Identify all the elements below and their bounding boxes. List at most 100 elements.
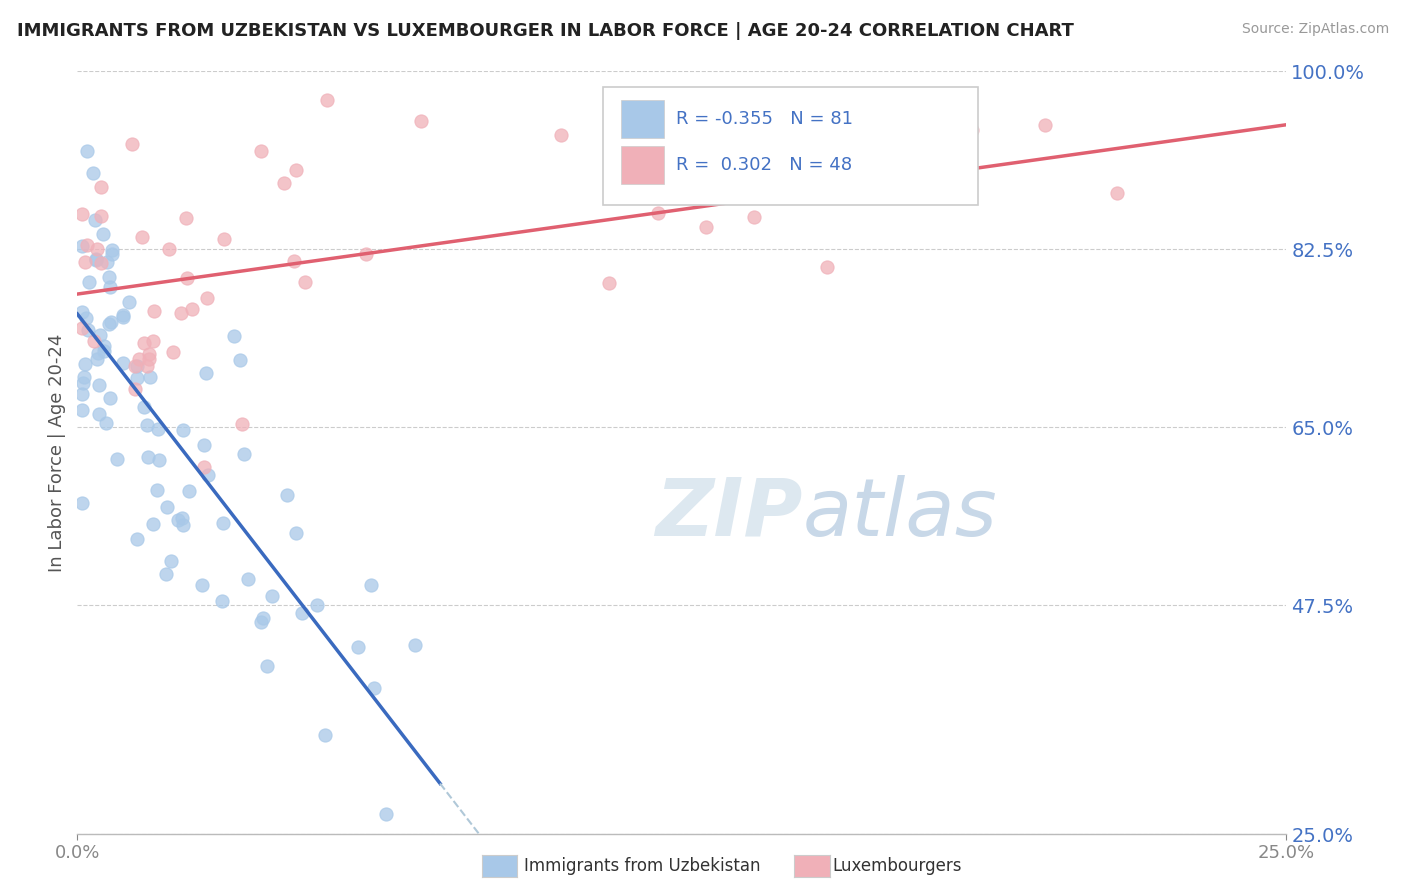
Y-axis label: In Labor Force | Age 20-24: In Labor Force | Age 20-24 — [48, 334, 66, 572]
Point — [84, 212, 107, 227]
Point — [172, 423, 194, 437]
Point — [138, 347, 160, 361]
Point — [146, 483, 169, 498]
Point — [101, 243, 124, 257]
Point — [294, 276, 316, 290]
Point — [212, 516, 235, 530]
Point — [291, 606, 314, 620]
Point — [93, 339, 115, 353]
Point — [121, 136, 143, 151]
Point — [134, 336, 156, 351]
Point — [146, 422, 169, 436]
Point — [73, 369, 96, 384]
Point — [314, 728, 336, 742]
Text: Source: ZipAtlas.com: Source: ZipAtlas.com — [1241, 22, 1389, 37]
Point — [112, 310, 135, 325]
Point — [70, 402, 93, 417]
Point — [229, 353, 252, 368]
Point — [94, 416, 117, 430]
FancyBboxPatch shape — [621, 100, 664, 138]
Point — [128, 352, 150, 367]
Point — [89, 327, 111, 342]
Point — [195, 292, 218, 306]
Point — [960, 123, 983, 137]
Point — [76, 237, 98, 252]
Point — [124, 359, 146, 374]
Point — [276, 488, 298, 502]
Point — [70, 305, 93, 319]
Text: Immigrants from Uzbekistan: Immigrants from Uzbekistan — [524, 857, 761, 875]
Point — [1033, 119, 1056, 133]
Point — [87, 407, 110, 421]
Point — [132, 400, 155, 414]
Point — [249, 615, 271, 629]
Point — [75, 357, 97, 371]
Point — [409, 113, 432, 128]
Point — [166, 513, 188, 527]
Text: IMMIGRANTS FROM UZBEKISTAN VS LUXEMBOURGER IN LABOR FORCE | AGE 20-24 CORRELATIO: IMMIGRANTS FROM UZBEKISTAN VS LUXEMBOURG… — [17, 22, 1074, 40]
Point — [70, 496, 93, 510]
Point — [91, 227, 114, 242]
Point — [374, 806, 396, 821]
Point — [86, 346, 108, 360]
Point — [70, 321, 93, 335]
Point — [86, 351, 108, 366]
Point — [75, 311, 97, 326]
Point — [172, 518, 194, 533]
Point — [1107, 186, 1129, 200]
Point — [815, 260, 838, 275]
Point — [142, 304, 165, 318]
Point — [98, 317, 121, 331]
Point — [76, 144, 98, 158]
FancyBboxPatch shape — [603, 87, 979, 205]
Point — [111, 356, 134, 370]
Point — [305, 599, 328, 613]
Point — [231, 417, 253, 431]
Point — [135, 359, 157, 374]
Point — [252, 611, 274, 625]
Point — [142, 517, 165, 532]
Point — [72, 376, 94, 391]
Point — [197, 467, 219, 482]
Point — [90, 209, 112, 223]
Point — [131, 230, 153, 244]
Point — [77, 323, 100, 337]
Point — [90, 179, 112, 194]
Point — [87, 378, 110, 392]
Point — [70, 387, 93, 401]
Point — [236, 572, 259, 586]
Point — [214, 232, 236, 246]
Point — [404, 638, 426, 652]
Point — [148, 453, 170, 467]
Text: R = -0.355   N = 81: R = -0.355 N = 81 — [676, 111, 853, 128]
Point — [285, 526, 308, 541]
Point — [77, 276, 100, 290]
Point — [176, 270, 198, 285]
Point — [105, 451, 128, 466]
Point — [118, 295, 141, 310]
Point — [211, 594, 233, 608]
Point — [550, 128, 572, 142]
Text: R =  0.302   N = 48: R = 0.302 N = 48 — [676, 156, 852, 174]
Point — [138, 351, 160, 366]
Point — [90, 255, 112, 269]
Point — [285, 163, 308, 178]
FancyBboxPatch shape — [621, 146, 664, 185]
Point — [70, 206, 93, 220]
Point — [98, 392, 121, 406]
Point — [193, 438, 215, 452]
Point — [256, 658, 278, 673]
Point — [70, 239, 93, 253]
Point — [100, 279, 122, 293]
Point — [157, 243, 180, 257]
Point — [139, 369, 162, 384]
Point — [112, 308, 135, 322]
Point — [100, 316, 122, 330]
Point — [160, 553, 183, 567]
Point — [162, 345, 184, 359]
Point — [86, 242, 108, 256]
Point — [73, 255, 96, 269]
Point — [273, 177, 295, 191]
Point — [96, 255, 118, 269]
Point — [127, 359, 149, 373]
